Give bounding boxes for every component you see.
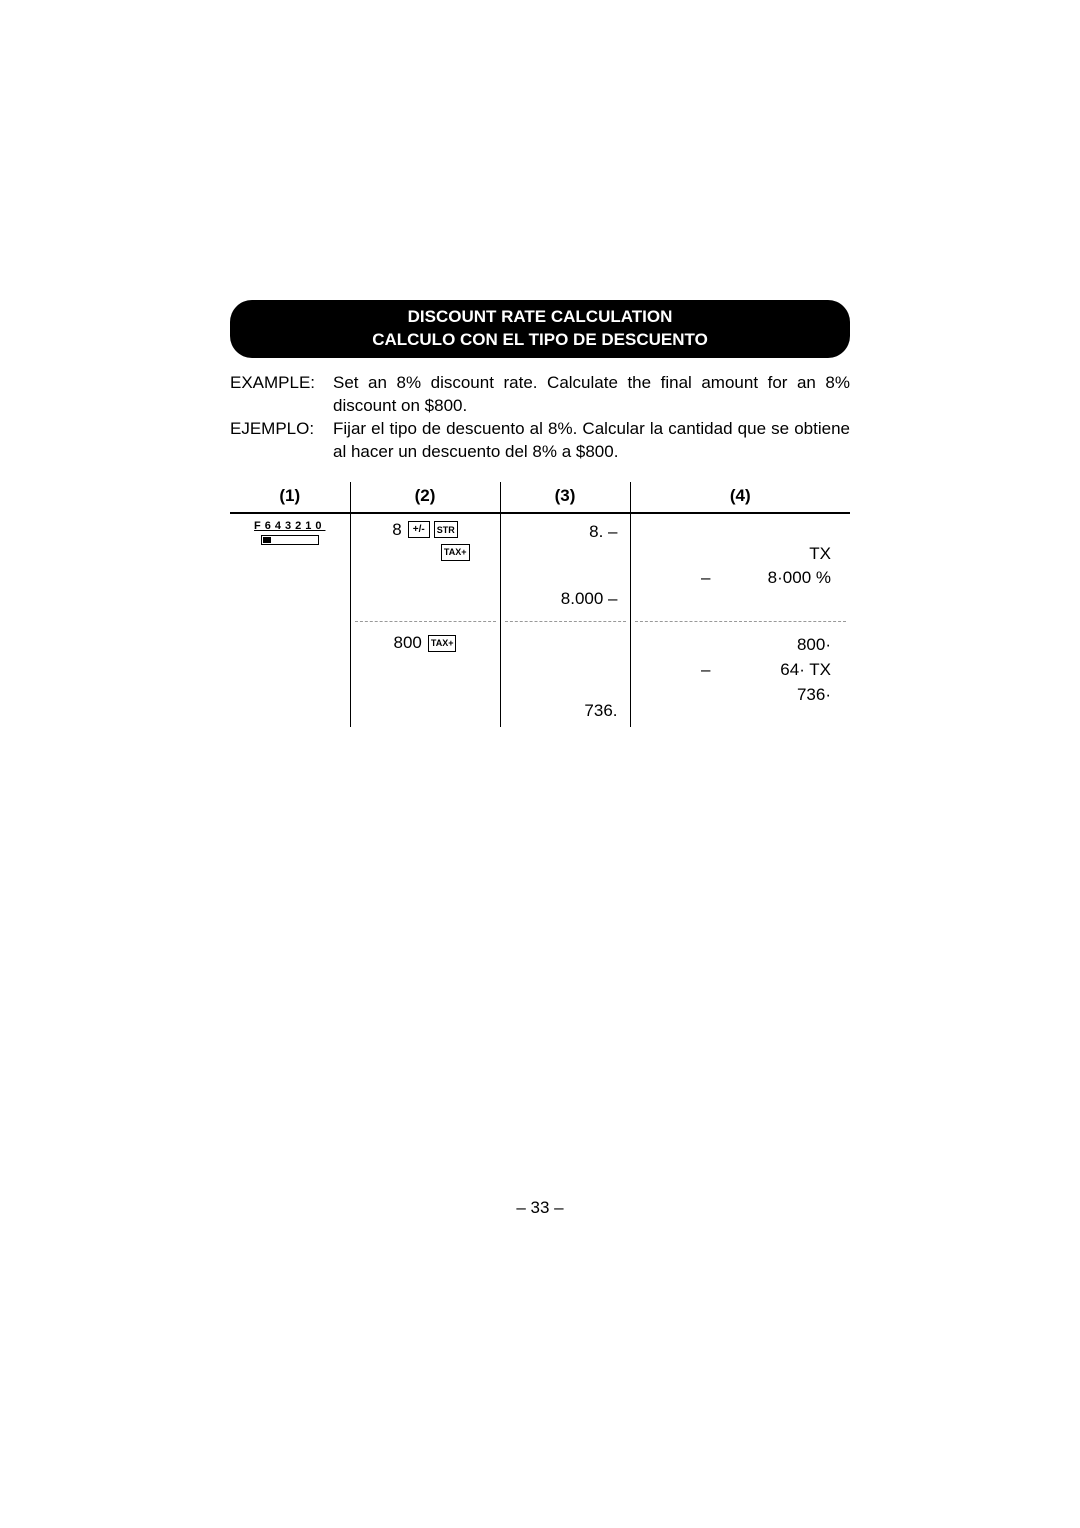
tax-plus-key-icon: TAX+ — [441, 544, 470, 561]
display-value: 8.000 – — [505, 587, 626, 611]
header-col-3: (3) — [500, 482, 630, 513]
decimal-switch-label: F643210 — [234, 520, 346, 532]
key-sequence: 800 TAX+ — [355, 633, 496, 653]
page-number: – 33 – — [0, 1198, 1080, 1218]
print-value: 800· — [721, 633, 831, 658]
input-digit: 8 — [392, 520, 401, 540]
print-value: 64· TX — [721, 658, 831, 683]
plus-minus-key-icon: +/- — [408, 521, 430, 538]
table-row: F643210 8 +/- STR TAX+ — [230, 513, 850, 616]
input-digit: 800 — [394, 633, 422, 653]
example-text-block: EXAMPLE: Set an 8% discount rate. Calcul… — [230, 372, 850, 464]
title-line-1: DISCOUNT RATE CALCULATION — [270, 306, 810, 329]
example-text-es: Fijar el tipo de descuento al 8%. Calcul… — [333, 418, 850, 464]
example-text-en: Set an 8% discount rate. Calculate the f… — [333, 372, 850, 418]
dashed-separator — [230, 615, 850, 627]
tax-plus-key-icon: TAX+ — [428, 635, 457, 652]
printout-block: 800· – 64· TX 736· — [635, 633, 847, 707]
display-value: 8. – — [505, 520, 626, 544]
print-value: TX — [721, 542, 831, 567]
header-col-2: (2) — [350, 482, 500, 513]
key-sequence: 8 +/- STR — [355, 520, 496, 540]
table-row: 800 TAX+ 736. 800· – — [230, 627, 850, 727]
print-value: 8·000 % — [721, 566, 831, 591]
key-sequence: TAX+ — [355, 544, 496, 561]
header-col-1: (1) — [230, 482, 350, 513]
calculation-table: (1) (2) (3) (4) F643210 8 +/- — [230, 482, 850, 727]
print-minus: – — [701, 658, 721, 683]
display-value: 736. — [505, 699, 626, 723]
decimal-switch-icon — [261, 535, 319, 545]
page-content: DISCOUNT RATE CALCULATION CALCULO CON EL… — [0, 0, 1080, 727]
print-value: 736· — [721, 683, 831, 708]
title-line-2: CALCULO CON EL TIPO DE DESCUENTO — [270, 329, 810, 352]
printout-block: TX – 8·000 % — [635, 520, 847, 591]
section-title: DISCOUNT RATE CALCULATION CALCULO CON EL… — [230, 300, 850, 358]
header-col-4: (4) — [630, 482, 850, 513]
example-label-en: EXAMPLE: — [230, 372, 333, 395]
example-label-es: EJEMPLO: — [230, 418, 333, 441]
str-key-icon: STR — [434, 521, 458, 538]
print-minus: – — [701, 566, 721, 591]
